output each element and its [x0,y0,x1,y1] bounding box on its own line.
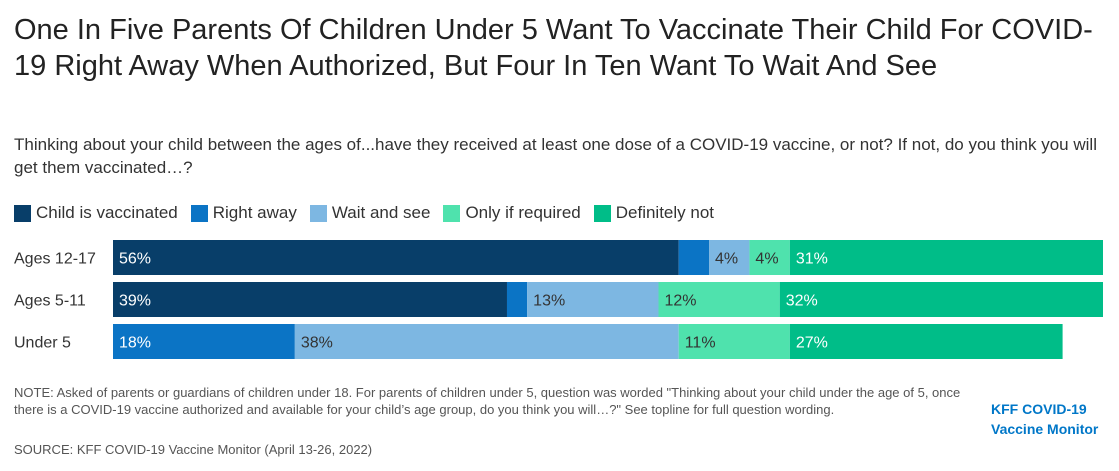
data-label: 11% [685,335,716,352]
data-label: 56% [119,251,151,268]
data-label: 13% [533,293,565,310]
bar-segment [658,282,780,317]
bar-segment [113,240,679,275]
chart-note: NOTE: Asked of parents or guardians of c… [14,385,961,417]
category-label: Ages 5-11 [14,293,86,310]
data-label: 32% [786,293,818,310]
data-label: 4% [755,251,778,268]
data-label: 4% [715,251,738,268]
legend-item: Only if required [443,203,581,223]
bar-segment [113,282,507,317]
legend-swatch [309,204,327,222]
bar-segment [789,240,1103,275]
bar-segment [294,324,679,359]
legend-label: Definitely not [615,203,715,222]
legend-item: Child is vaccinated [14,203,178,223]
data-label: 31% [796,251,828,268]
data-label: 12% [665,293,697,310]
chart-source: SOURCE: KFF COVID-19 Vaccine Monitor (Ap… [14,442,373,457]
bar-segment [113,324,295,359]
legend-swatch [14,204,31,222]
logo-line-2: Vaccine Monitor [991,421,1099,437]
legend-label: Wait and see [331,203,431,222]
data-label: 38% [301,335,333,352]
legend-item: Wait and see [309,203,431,223]
data-label: 18% [119,335,151,352]
chart-subtitle: Thinking about your child between the ag… [14,135,1097,177]
legend-label: Only if required [465,203,581,222]
data-label: 27% [796,335,828,352]
legend-swatch [190,204,208,222]
chart-title: One In Five Parents Of Children Under 5 … [14,14,1093,82]
chart-legend: Child is vaccinated Right away Wait and se… [14,202,727,224]
legend-label: Right away [212,203,297,222]
bar-segment [749,240,790,275]
logo-line-1: KFF COVID-19 [991,401,1087,417]
stacked-bar-chart: Ages 12-17 56% 4% 4% 31% Ages 5-11 39% 13% 12% 32… [14,240,1103,359]
legend-item: Definitely not [593,203,715,223]
bar-segment [678,324,790,359]
category-label: Under 5 [14,335,71,352]
bar-segment [527,282,659,317]
category-label: Ages 12-17 [14,251,96,268]
bar-segment [709,240,750,275]
legend-label: Child is vaccinated [36,203,178,222]
bar-segment [678,240,710,275]
bar-segment [789,324,1063,359]
data-label: 39% [119,293,151,310]
legend-swatch [443,204,461,222]
bar-segment [506,282,528,317]
kff-logo: KFF COVID-19 Vaccine Monitor [991,399,1111,439]
legend-item: Right away [190,203,297,223]
legend-swatch [593,204,611,222]
bar-segment [779,282,1103,317]
